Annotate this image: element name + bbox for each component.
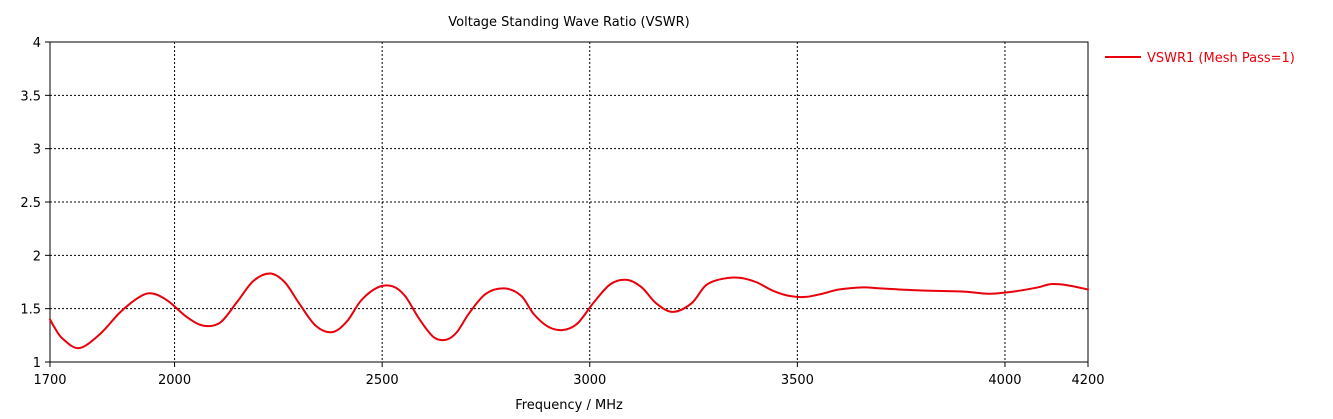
x-tick-label: 4000 (988, 373, 1021, 388)
plot-area (49, 41, 1089, 363)
chart-title: Voltage Standing Wave Ratio (VSWR) (448, 15, 689, 30)
x-tick-label: 2500 (366, 373, 399, 388)
x-tick-label: 4200 (1071, 373, 1104, 388)
grid (50, 42, 1088, 362)
y-tick-label: 1.5 (20, 303, 41, 318)
series-line (49, 272, 1089, 350)
y-tick-label: 1 (33, 356, 41, 371)
y-tick-label: 3 (33, 143, 41, 158)
x-axis: 1700 2000 2500 3000 3500 4000 4200 (33, 362, 1105, 388)
y-tick-label: 2 (33, 249, 41, 264)
y-tick-label: 3.5 (20, 89, 41, 104)
x-tick-label: 3500 (781, 373, 814, 388)
legend-label: VSWR1 (Mesh Pass=1) (1147, 51, 1295, 66)
x-tick-label: 1700 (33, 373, 66, 388)
legend: VSWR1 (Mesh Pass=1) (1105, 51, 1295, 66)
x-tick-label: 2000 (158, 373, 191, 388)
y-axis: 4 3.5 3 2.5 2 1.5 1 (20, 36, 50, 371)
x-tick-label: 3000 (573, 373, 606, 388)
series-layer (49, 272, 1089, 350)
y-tick-label: 2.5 (20, 196, 41, 211)
y-tick-label: 4 (33, 36, 41, 51)
x-axis-label: Frequency / MHz (515, 398, 623, 413)
